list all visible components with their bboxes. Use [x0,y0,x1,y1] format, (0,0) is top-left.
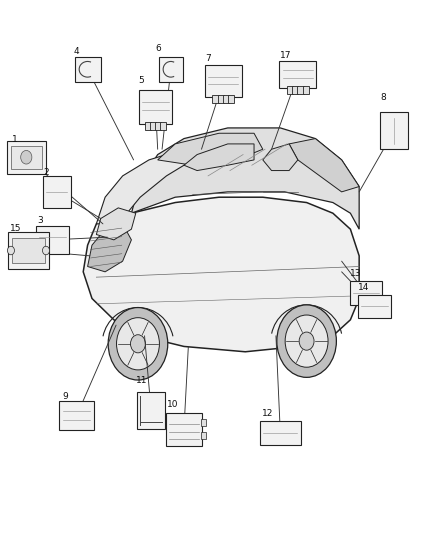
FancyBboxPatch shape [380,112,408,149]
FancyBboxPatch shape [43,176,71,207]
FancyBboxPatch shape [74,57,100,82]
Polygon shape [96,208,136,240]
Polygon shape [88,224,131,272]
FancyBboxPatch shape [150,122,156,130]
FancyBboxPatch shape [160,122,166,130]
FancyBboxPatch shape [228,95,234,102]
Polygon shape [184,144,254,171]
FancyBboxPatch shape [155,122,161,130]
Text: 17: 17 [280,51,292,60]
Text: 14: 14 [358,283,370,292]
FancyBboxPatch shape [292,86,298,94]
FancyBboxPatch shape [350,281,382,305]
FancyBboxPatch shape [201,432,206,439]
FancyBboxPatch shape [59,401,94,430]
FancyBboxPatch shape [303,86,309,94]
Polygon shape [96,149,193,224]
Circle shape [285,315,328,367]
Text: 5: 5 [138,76,144,85]
FancyBboxPatch shape [212,95,219,102]
FancyBboxPatch shape [139,90,172,124]
Polygon shape [83,197,359,352]
FancyBboxPatch shape [11,146,42,169]
Text: 6: 6 [155,44,161,53]
Circle shape [21,150,32,164]
FancyBboxPatch shape [358,295,391,318]
Text: 13: 13 [350,269,362,278]
Text: 3: 3 [37,216,43,225]
FancyBboxPatch shape [260,421,301,445]
FancyBboxPatch shape [205,66,242,97]
Polygon shape [131,128,359,229]
Circle shape [277,305,336,377]
FancyBboxPatch shape [145,122,151,130]
FancyBboxPatch shape [279,61,316,88]
Text: 15: 15 [10,224,21,233]
FancyBboxPatch shape [8,232,49,269]
FancyBboxPatch shape [7,141,46,174]
Circle shape [117,318,159,370]
Text: 11: 11 [136,376,147,385]
Polygon shape [289,139,359,192]
Text: 8: 8 [380,93,386,102]
Circle shape [7,246,14,255]
Text: 1: 1 [12,135,18,144]
FancyBboxPatch shape [12,238,45,263]
FancyBboxPatch shape [166,413,202,446]
Text: 4: 4 [74,47,79,56]
Circle shape [42,246,49,255]
Polygon shape [263,144,298,171]
FancyBboxPatch shape [36,226,69,254]
FancyBboxPatch shape [201,419,206,426]
Text: 9: 9 [62,392,68,401]
Text: 12: 12 [262,409,273,418]
FancyBboxPatch shape [297,86,304,94]
Circle shape [108,308,168,380]
Circle shape [299,332,314,350]
Text: 7: 7 [205,54,211,63]
FancyBboxPatch shape [287,86,293,94]
Circle shape [131,335,145,353]
FancyBboxPatch shape [159,57,183,82]
FancyBboxPatch shape [137,392,165,429]
Text: 10: 10 [167,400,179,409]
FancyBboxPatch shape [218,95,224,102]
Text: 2: 2 [43,168,49,177]
Polygon shape [158,133,263,165]
FancyBboxPatch shape [223,95,229,102]
